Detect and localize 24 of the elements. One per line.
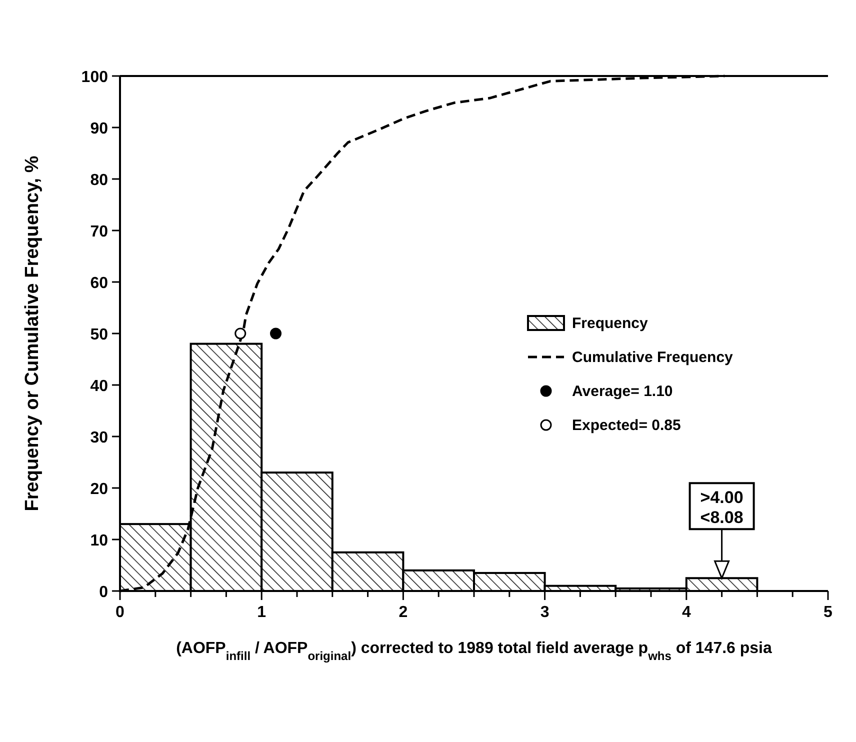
y-tick-label: 0 — [99, 584, 108, 601]
legend-label: Cumulative Frequency — [572, 349, 734, 366]
y-tick-label: 50 — [90, 326, 108, 344]
x-tick-label: 4 — [682, 604, 691, 621]
legend-label: Average= 1.10 — [572, 383, 673, 400]
legend-label: Expected= 0.85 — [572, 417, 681, 434]
y-tick-label: 90 — [90, 120, 108, 138]
x-tick-label: 5 — [824, 604, 833, 621]
y-tick-label: 20 — [90, 481, 108, 498]
y-axis-title: Frequency or Cumulative Frequency, % — [22, 156, 43, 512]
x-tick-label: 1 — [257, 604, 266, 621]
x-axis-title: (AOFP$_{infill}$ / AOFP$_{original}$) corrected to 1989 total field average p$_{whs}$ of 147.6 psia — [176, 640, 772, 663]
annotation: >4.00 <8.08 — [700, 488, 744, 528]
y-tick-label: 30 — [90, 430, 108, 446]
y-tick-label: 60 — [90, 275, 108, 292]
x-tick-label: 2 — [398, 604, 408, 621]
y-tick-label: 10 — [90, 532, 108, 550]
legend-label: Frequency — [572, 315, 649, 332]
y-tick-label: 100 — [81, 69, 108, 86]
x-tick-label: 3 — [540, 604, 550, 621]
x-tick-label: 0 — [116, 604, 125, 621]
y-tick-label: 80 — [90, 172, 108, 189]
y-tick-label: 40 — [90, 378, 108, 395]
y-tick-label: 70 — [90, 224, 108, 240]
